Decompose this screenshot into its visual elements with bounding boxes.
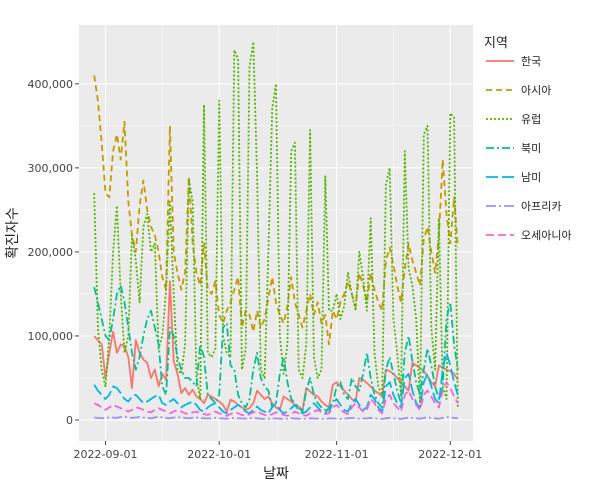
legend-label-4: 남미 — [521, 171, 541, 184]
y-axis: 0 100,000 200,000 300,000 400,000 — [28, 78, 79, 427]
legend-title: 지역 — [484, 36, 508, 51]
series-line-3 — [93, 284, 459, 413]
legend-label-0: 한국 — [521, 55, 541, 68]
series-line-6 — [93, 381, 459, 417]
series-line-5 — [94, 415, 458, 420]
x-tick-label: 2022-10-01 — [187, 448, 251, 461]
legend-item-1: 아시아 — [486, 84, 551, 97]
series-line-1 — [93, 75, 459, 346]
y-tick-label: 300,000 — [28, 162, 74, 175]
legend-label-1: 아시아 — [521, 84, 551, 97]
x-tick-label: 2022-12-01 — [418, 448, 482, 461]
legend-label-2: 유럽 — [521, 112, 541, 126]
x-tick-label: 2022-11-01 — [305, 448, 369, 461]
y-axis-title: 확진자수 — [5, 207, 21, 259]
x-tick-label: 2022-09-01 — [74, 448, 138, 461]
x-axis-title: 날짜 — [263, 466, 289, 482]
series-layer — [93, 40, 459, 420]
legend-label-5: 아프리카 — [521, 200, 561, 213]
legend-item-3: 북미 — [486, 142, 541, 155]
legend-label-3: 북미 — [521, 142, 541, 155]
series-line-2 — [93, 40, 459, 408]
series-line-0 — [93, 280, 459, 413]
legend-item-2: 유럽 — [486, 112, 541, 126]
y-tick-label: 200,000 — [28, 246, 74, 259]
x-axis: 2022-09-01 2022-10-01 2022-11-01 2022-12-01 — [74, 441, 482, 461]
y-tick-label: 0 — [66, 414, 73, 427]
legend-item-4: 남미 — [486, 171, 541, 184]
y-tick-label: 400,000 — [28, 78, 74, 91]
legend-item-5: 아프리카 — [486, 200, 561, 213]
legend-label-6: 오세아니아 — [521, 229, 572, 242]
series-line-4 — [93, 351, 459, 415]
legend-item-6: 오세아니아 — [486, 229, 572, 242]
y-tick-label: 100,000 — [28, 330, 74, 343]
legend-item-0: 한국 — [486, 55, 541, 68]
